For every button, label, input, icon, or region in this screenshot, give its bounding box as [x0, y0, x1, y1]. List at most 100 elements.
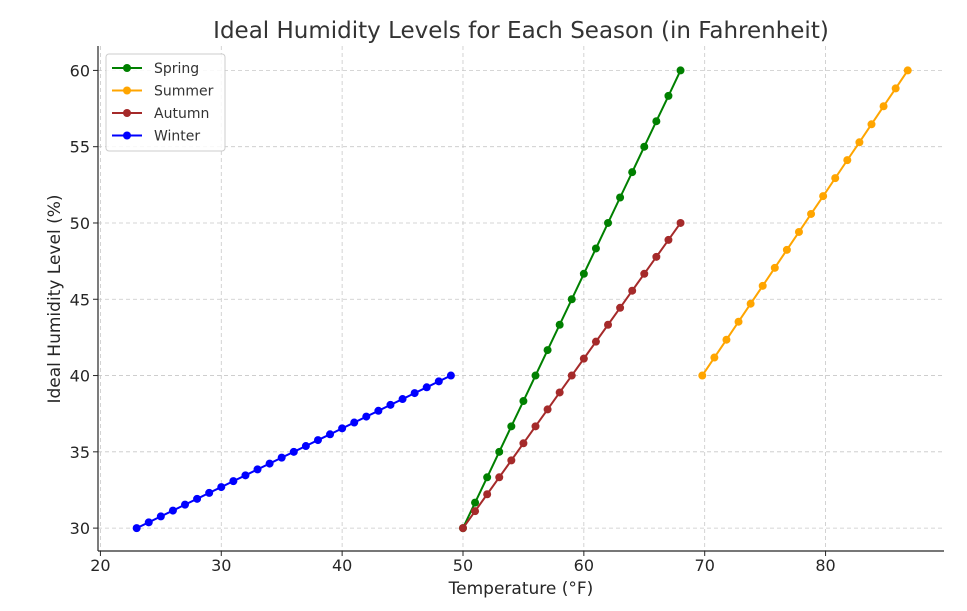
axes [97, 46, 944, 552]
winter-point [168, 506, 177, 515]
x-tick-label: 50 [453, 556, 473, 575]
x-tick-label: 40 [332, 556, 352, 575]
winter-point [144, 518, 153, 527]
winter-point [289, 447, 298, 456]
y-tick-label: 45 [70, 290, 90, 309]
winter-point [386, 400, 395, 409]
autumn-point [640, 269, 649, 278]
summer-point [734, 317, 743, 326]
winter-point [410, 389, 419, 398]
winter-point [217, 483, 226, 492]
autumn-point [543, 405, 552, 414]
legend-label-autumn: Autumn [154, 106, 209, 122]
x-tick-label: 70 [695, 556, 715, 575]
spring-point [616, 193, 625, 202]
winter-point [350, 418, 359, 427]
series-autumn [458, 218, 685, 533]
spring-point [543, 346, 552, 355]
summer-point [758, 281, 767, 290]
autumn-point [495, 473, 504, 482]
winter-point [156, 512, 165, 521]
spring-point [495, 447, 504, 456]
winter-point [301, 442, 310, 451]
autumn-point [507, 456, 516, 465]
autumn-point [664, 235, 673, 244]
autumn-point [676, 218, 685, 227]
spring-point [640, 142, 649, 151]
autumn-point [555, 388, 564, 397]
spring-point [567, 295, 576, 304]
spring-point [628, 168, 637, 177]
winter-point [253, 465, 262, 474]
y-tick-label: 50 [70, 214, 90, 233]
y-tick-label: 60 [70, 61, 90, 80]
summer-point [819, 192, 828, 201]
summer-point [794, 227, 803, 236]
autumn-point [531, 422, 540, 431]
winter-point [374, 406, 383, 415]
winter-point [229, 477, 238, 486]
legend-box [105, 53, 226, 152]
winter-point [132, 524, 141, 533]
x-tick-label: 30 [211, 556, 231, 575]
winter-point [181, 500, 190, 509]
x-tick-label: 80 [815, 556, 835, 575]
spring-point [519, 397, 528, 406]
spring-point [471, 498, 480, 507]
legend-marker-spring [123, 64, 131, 72]
autumn-point [483, 490, 492, 499]
winter-point [277, 453, 286, 462]
summer-point [831, 174, 840, 183]
summer-point [807, 209, 816, 218]
legend: Spring Summer Autumn Winter [105, 53, 226, 152]
summer-point [867, 120, 876, 129]
legend-label-summer: Summer [154, 84, 214, 100]
legend-label-spring: Spring [154, 61, 199, 77]
summer-point [770, 263, 779, 272]
x-tick-label: 20 [90, 556, 110, 575]
summer-point [698, 371, 707, 380]
summer-point [710, 353, 719, 362]
summer-point [782, 245, 791, 254]
y-tick-label: 35 [70, 443, 90, 462]
summer-point [722, 335, 731, 344]
y-tick-label: 55 [70, 138, 90, 157]
winter-point [326, 430, 335, 439]
spring-point [591, 244, 600, 253]
y-axis-label: Ideal Humidity Level (%) [45, 195, 65, 404]
winter-point [446, 371, 455, 380]
spring-point [676, 66, 685, 75]
y-tick-label: 30 [70, 519, 90, 538]
legend-label-winter: Winter [154, 129, 200, 145]
autumn-point [519, 439, 528, 448]
winter-point [398, 395, 407, 404]
spring-point [579, 269, 588, 278]
chart-title: Ideal Humidity Levels for Each Season (i… [213, 18, 829, 44]
autumn-point [616, 303, 625, 312]
autumn-point [458, 524, 467, 533]
summer-point [843, 156, 852, 165]
y-tick-label: 40 [70, 367, 90, 386]
autumn-point [628, 286, 637, 295]
spring-point [531, 371, 540, 380]
winter-point [422, 383, 431, 392]
summer-point [891, 84, 900, 93]
summer-point [903, 66, 912, 75]
winter-point [362, 412, 371, 421]
winter-point [313, 436, 322, 445]
autumn-point [579, 354, 588, 363]
autumn-point [591, 337, 600, 346]
summer-point [855, 138, 864, 147]
spring-point [507, 422, 516, 431]
series-summer [698, 66, 912, 380]
legend-marker-winter [123, 131, 131, 140]
series-winter [132, 371, 455, 533]
autumn-point [471, 507, 480, 516]
winter-point [241, 471, 250, 480]
autumn-point [652, 252, 661, 261]
autumn-point [604, 320, 613, 329]
series-layer [132, 66, 912, 533]
grid [98, 46, 944, 551]
